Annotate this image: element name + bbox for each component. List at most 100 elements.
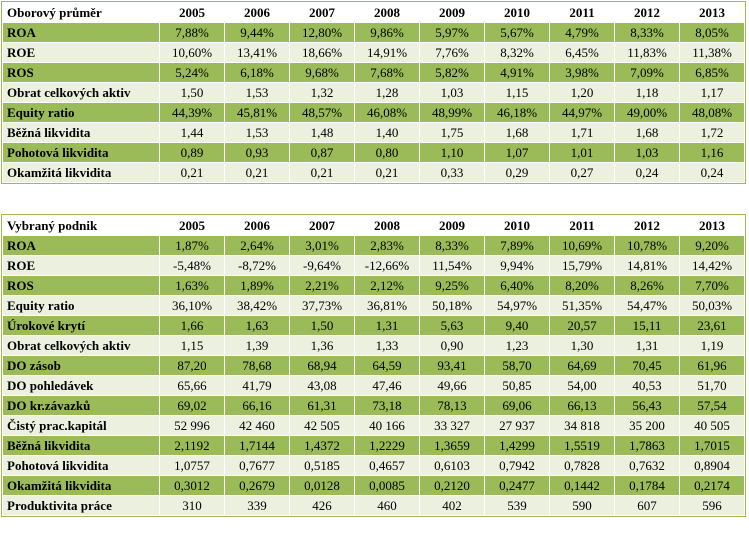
value-cell: 1,50 [289,315,355,336]
row-label: Okamžitá likvidita [2,162,160,183]
value-cell: -5,48% [159,255,225,276]
year-header: 2009 [419,215,485,236]
value-cell: 0,2679 [224,475,290,496]
value-cell: 1,71 [549,122,615,143]
value-cell: 41,79 [224,375,290,396]
table-header: Vybraný podnik 2005 2006 2007 2008 2009 2010 20… [2,215,745,236]
value-cell: 8,33% [419,235,485,256]
value-cell: 70,45 [614,355,680,376]
table-row: ROA 7,88% 9,44% 12,80% 9,86% 5,97% 5,67% 4,79% 8… [2,22,745,43]
value-cell: 0,7632 [614,455,680,476]
value-cell: 9,94% [484,255,550,276]
value-cell: 426 [289,495,355,516]
row-label: Obrat celkových aktiv [2,82,160,103]
value-cell: 1,2229 [354,435,420,456]
value-cell: 65,66 [159,375,225,396]
value-cell: 47,46 [354,375,420,396]
row-label: Produktivita práce [2,495,160,516]
value-cell: 78,68 [224,355,290,376]
value-cell: 6,18% [224,62,290,83]
value-cell: 0,21 [159,162,225,183]
value-cell: 4,79% [549,22,615,43]
year-header: 2011 [549,2,615,23]
table-row: Úrokové krytí 1,66 1,63 1,50 1,31 5,63 9,40 20,… [2,315,745,336]
table-row: Běžná likvidita 1,44 1,53 1,48 1,40 1,75 1,68 1… [2,122,745,143]
value-cell: 0,21 [289,162,355,183]
value-cell: 20,57 [549,315,615,336]
row-label: Obrat celkových aktiv [2,335,160,356]
value-cell: 402 [419,495,485,516]
value-cell: 11,54% [419,255,485,276]
value-cell: 607 [614,495,680,516]
value-cell: 15,79% [549,255,615,276]
value-cell: 10,69% [549,235,615,256]
header-row: Oborový průměr 2005 2006 2007 2008 2009 2010 20… [2,2,745,23]
value-cell: 0,2477 [484,475,550,496]
row-label: DO pohledávek [2,375,160,396]
value-cell: 7,70% [679,275,745,296]
table-row: Okamžitá likvidita 0,21 0,21 0,21 0,21 0,33 0,… [2,162,745,183]
value-cell: 48,08% [679,102,745,123]
value-cell: 37,73% [289,295,355,316]
value-cell: 49,66 [419,375,485,396]
value-cell: 1,39 [224,335,290,356]
table-row: Čistý prac.kapitál 52 996 42 460 42 505 40 1… [2,415,745,436]
value-cell: 1,03 [419,82,485,103]
value-cell: 8,33% [614,22,680,43]
value-cell: 1,32 [289,82,355,103]
value-cell: 0,89 [159,142,225,163]
value-cell: 0,24 [614,162,680,183]
year-header: 2013 [679,2,745,23]
year-header: 2010 [484,2,550,23]
value-cell: 11,38% [679,42,745,63]
value-cell: 10,60% [159,42,225,63]
value-cell: 3,98% [549,62,615,83]
value-cell: 14,91% [354,42,420,63]
value-cell: 1,31 [614,335,680,356]
row-label: Pohotová likvidita [2,142,160,163]
value-cell: 10,78% [614,235,680,256]
value-cell: 1,18 [614,82,680,103]
year-header: 2007 [289,2,355,23]
value-cell: 7,76% [419,42,485,63]
value-cell: 0,80 [354,142,420,163]
value-cell: 58,70 [484,355,550,376]
value-cell: 5,63 [419,315,485,336]
row-label: ROA [2,22,160,43]
value-cell: 0,1784 [614,475,680,496]
value-cell: 1,72 [679,122,745,143]
value-cell: 14,42% [679,255,745,276]
value-cell: -9,64% [289,255,355,276]
value-cell: 8,05% [679,22,745,43]
value-cell: 45,81% [224,102,290,123]
value-cell: 0,8904 [679,455,745,476]
value-cell: 539 [484,495,550,516]
table-title: Oborový průměr [2,2,160,23]
table-row: Equity ratio 36,10% 38,42% 37,73% 36,81% 50,1… [2,295,745,316]
row-label: ROE [2,42,160,63]
row-label: DO zásob [2,355,160,376]
table-body: ROA 7,88% 9,44% 12,80% 9,86% 5,97% 5,67% 4,79% 8… [2,22,745,183]
value-cell: 6,45% [549,42,615,63]
value-cell: 40,53 [614,375,680,396]
table-row: Běžná likvidita 2,1192 1,7144 1,4372 1,2229 1… [2,435,745,456]
value-cell: 14,81% [614,255,680,276]
value-cell: 2,64% [224,235,290,256]
value-cell: 44,97% [549,102,615,123]
table-row: Pohotová likvidita 0,89 0,93 0,87 0,80 1,10 1,… [2,142,745,163]
value-cell: 87,20 [159,355,225,376]
value-cell: 46,18% [484,102,550,123]
value-cell: 48,57% [289,102,355,123]
value-cell: 1,4372 [289,435,355,456]
year-header: 2006 [224,215,290,236]
value-cell: 2,1192 [159,435,225,456]
selected-company-table: Vybraný podnik 2005 2006 2007 2008 2009 2010 20… [1,214,746,517]
row-label: ROS [2,275,160,296]
value-cell: 1,63% [159,275,225,296]
table-row: ROS 5,24% 6,18% 9,68% 7,68% 5,82% 4,91% 3,98% 7,… [2,62,745,83]
value-cell: 9,20% [679,235,745,256]
value-cell: 0,7942 [484,455,550,476]
value-cell: 1,7144 [224,435,290,456]
value-cell: 8,32% [484,42,550,63]
value-cell: 1,53 [224,122,290,143]
